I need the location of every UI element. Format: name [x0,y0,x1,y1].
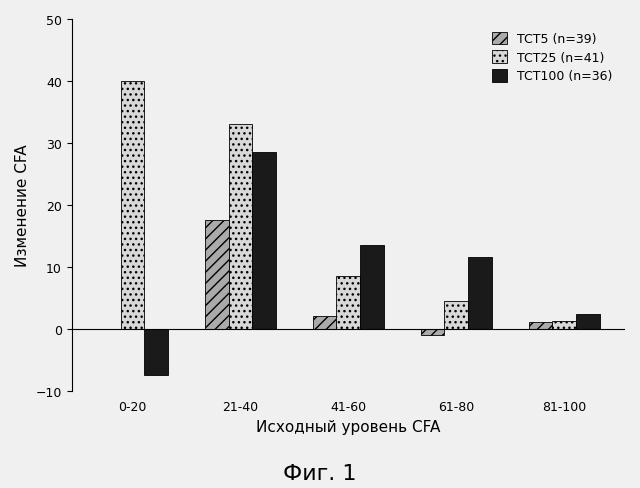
Y-axis label: Изменение CFA: Изменение CFA [15,144,30,266]
Bar [144,329,168,375]
Bar [205,221,228,329]
Text: Фиг. 1: Фиг. 1 [284,463,356,483]
Bar [120,82,144,329]
Bar [468,258,492,329]
Bar [420,329,444,335]
Bar [576,315,600,329]
Bar [228,125,252,329]
X-axis label: Исходный уровень CFA: Исходный уровень CFA [256,419,440,434]
Bar [529,323,552,329]
Legend: TCT5 (n=39), TCT25 (n=41), TCT100 (n=36): TCT5 (n=39), TCT25 (n=41), TCT100 (n=36) [486,26,619,89]
Bar [337,277,360,329]
Bar [444,301,468,329]
Bar [360,245,384,329]
Bar [552,321,576,329]
Bar [313,317,337,329]
Bar [252,153,276,329]
